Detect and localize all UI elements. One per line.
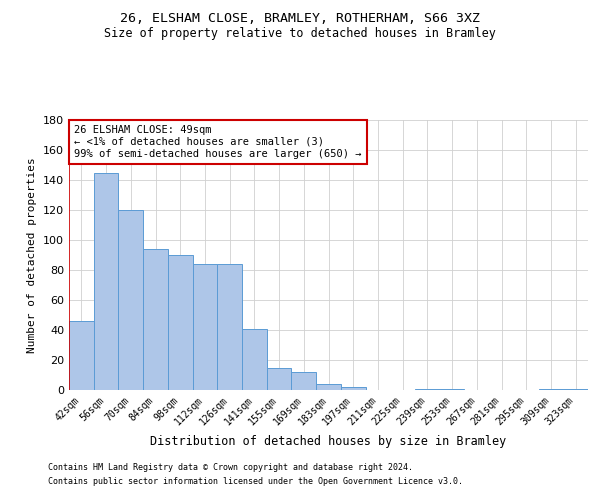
Bar (440, 388, 464, 390)
Text: 26 ELSHAM CLOSE: 49sqm
← <1% of detached houses are smaller (3)
99% of semi-deta: 26 ELSHAM CLOSE: 49sqm ← <1% of detached… (74, 126, 362, 158)
Text: 26, ELSHAM CLOSE, BRAMLEY, ROTHERHAM, S66 3XZ: 26, ELSHAM CLOSE, BRAMLEY, ROTHERHAM, S6… (120, 12, 480, 26)
X-axis label: Distribution of detached houses by size in Bramley: Distribution of detached houses by size … (151, 435, 506, 448)
Bar (292, 372, 316, 390)
Bar (563, 388, 588, 390)
Bar (168, 255, 193, 390)
Bar (69, 321, 94, 390)
Bar (539, 388, 563, 390)
Text: Size of property relative to detached houses in Bramley: Size of property relative to detached ho… (104, 28, 496, 40)
Bar (94, 172, 118, 390)
Y-axis label: Number of detached properties: Number of detached properties (28, 157, 37, 353)
Bar (267, 368, 292, 390)
Bar (316, 384, 341, 390)
Bar (118, 210, 143, 390)
Text: Contains public sector information licensed under the Open Government Licence v3: Contains public sector information licen… (48, 478, 463, 486)
Bar (415, 388, 440, 390)
Bar (193, 264, 217, 390)
Bar (143, 249, 168, 390)
Text: Contains HM Land Registry data © Crown copyright and database right 2024.: Contains HM Land Registry data © Crown c… (48, 462, 413, 471)
Bar (217, 264, 242, 390)
Bar (242, 328, 267, 390)
Bar (341, 387, 365, 390)
